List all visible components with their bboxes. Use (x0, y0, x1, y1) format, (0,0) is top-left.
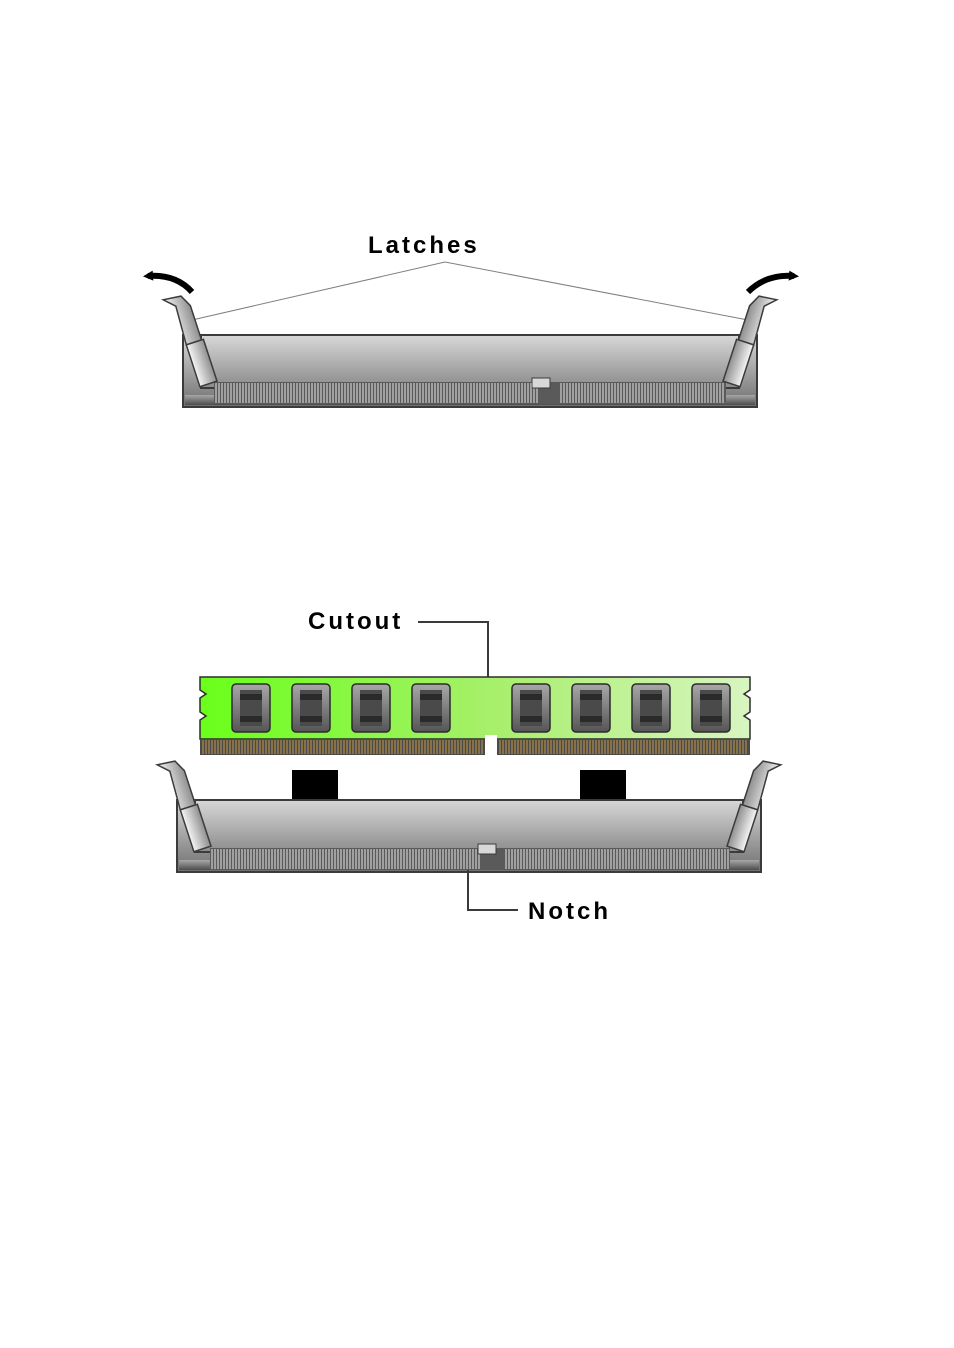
memory-chip (292, 684, 330, 732)
memory-module (200, 677, 750, 757)
memory-chip (232, 684, 270, 732)
leader-notch (468, 870, 518, 910)
memory-chip (512, 684, 550, 732)
memory-chip (692, 684, 730, 732)
memory-chip (632, 684, 670, 732)
page: Latches Cutout Notch (0, 0, 954, 1348)
dimm-slot-bottom (177, 800, 761, 872)
figure-insert-module (0, 0, 954, 1348)
leader-cutout (418, 622, 488, 684)
memory-chip (572, 684, 610, 732)
memory-chip (412, 684, 450, 732)
memory-chip (352, 684, 390, 732)
